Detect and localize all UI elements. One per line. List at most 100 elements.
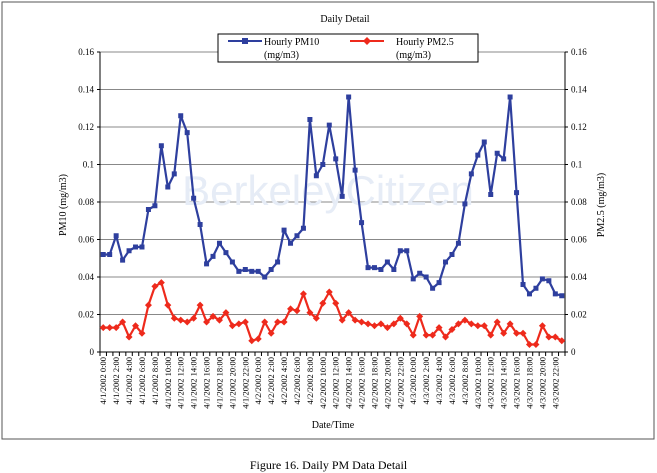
pm10-point bbox=[359, 220, 365, 226]
pm10-point bbox=[397, 248, 403, 254]
pm10-point bbox=[313, 173, 319, 179]
y-tick-label-right: 0.02 bbox=[571, 310, 587, 320]
pm10-point bbox=[145, 207, 151, 212]
x-tick-label: 4/3/2002 22:00 bbox=[550, 357, 560, 409]
pm25-point bbox=[377, 320, 385, 328]
pm25-point bbox=[396, 314, 404, 322]
pm10-point bbox=[552, 291, 558, 297]
pm10-point bbox=[501, 156, 507, 162]
y-tick-label-right: 0.12 bbox=[571, 122, 587, 132]
pm25-point bbox=[448, 326, 456, 333]
pm10-point bbox=[191, 195, 197, 201]
x-tick-label: 4/1/2002 18:00 bbox=[214, 357, 224, 409]
y-tick-label-left: 0.02 bbox=[78, 310, 94, 320]
legend: Hourly PM10 (mg/m3) Hourly PM2.5 (mg/m3) bbox=[217, 33, 479, 63]
pm10-point bbox=[255, 268, 261, 274]
y-tick-label-left: 0.06 bbox=[78, 235, 94, 245]
pm25-point bbox=[119, 318, 127, 326]
pm25-point bbox=[345, 309, 353, 317]
pm25-point bbox=[506, 320, 514, 328]
pm10-point bbox=[171, 171, 177, 177]
pm10-point bbox=[210, 253, 216, 259]
pm25-point bbox=[241, 318, 249, 326]
pm10-point bbox=[404, 248, 410, 254]
pm10-point bbox=[346, 94, 352, 100]
x-axis-label: Date/Time bbox=[312, 420, 355, 431]
x-tick-label: 4/2/2002 22:00 bbox=[395, 357, 405, 409]
pm25-point bbox=[519, 329, 527, 337]
pm10-point bbox=[326, 122, 332, 128]
legend-pm25-label: Hourly PM2.5 bbox=[396, 37, 454, 48]
pm25-point bbox=[532, 341, 540, 348]
pm25-point bbox=[144, 301, 152, 309]
pm10-point bbox=[378, 267, 384, 272]
x-tick-label: 4/1/2002 6:00 bbox=[137, 357, 147, 404]
pm25-point bbox=[338, 316, 346, 324]
pm10-point bbox=[384, 259, 390, 265]
y-tick-label-right: 0.14 bbox=[571, 85, 587, 95]
pm10-point bbox=[475, 152, 481, 158]
pm10-point bbox=[533, 285, 539, 291]
pm25-point bbox=[474, 322, 482, 330]
pm10-point bbox=[236, 268, 242, 274]
pm25-point bbox=[112, 324, 120, 332]
pm10-point bbox=[178, 113, 184, 119]
x-tick-label: 4/2/2002 16:00 bbox=[357, 357, 367, 409]
watermark: BerkeleyCitizen bbox=[182, 167, 474, 214]
pm25-point bbox=[422, 331, 430, 339]
pm25-point bbox=[254, 335, 262, 343]
pm10-point bbox=[281, 227, 287, 233]
x-tick-label: 4/3/2002 12:00 bbox=[486, 357, 496, 409]
pm10-point bbox=[468, 171, 474, 177]
pm25-point bbox=[493, 318, 501, 326]
x-tick-label: 4/2/2002 8:00 bbox=[305, 357, 315, 404]
y-tick-label-right: 0 bbox=[571, 347, 576, 357]
pm10-point bbox=[365, 265, 371, 271]
pm10-point bbox=[294, 233, 300, 239]
pm10-point bbox=[488, 192, 494, 197]
pm25-point bbox=[364, 320, 372, 328]
pm10-point bbox=[462, 201, 468, 207]
pm25-point bbox=[222, 309, 230, 317]
pm25-point bbox=[164, 301, 172, 309]
pm25-point bbox=[332, 299, 340, 307]
pm25-point bbox=[325, 288, 333, 296]
series-line-pm10 bbox=[103, 95, 563, 297]
y-tick-label-right: 0.06 bbox=[571, 235, 587, 245]
pm10-point bbox=[320, 162, 326, 167]
pm25-point bbox=[248, 337, 256, 345]
pm10-point bbox=[165, 184, 171, 190]
pm25-point bbox=[99, 324, 107, 332]
x-tick-label: 4/1/2002 8:00 bbox=[150, 357, 160, 404]
pm10-point bbox=[455, 240, 461, 246]
legend-pm10-unit: (mg/m3) bbox=[264, 50, 299, 61]
chart-frame bbox=[1, 1, 655, 440]
x-tick-label: 4/1/2002 0:00 bbox=[98, 357, 108, 404]
y-tick-label-left: 0.14 bbox=[78, 85, 94, 95]
pm25-point bbox=[525, 341, 533, 348]
x-tick-label: 4/2/2002 14:00 bbox=[344, 357, 354, 409]
pm10-point bbox=[288, 240, 294, 246]
x-tick-label: 4/1/2002 2:00 bbox=[111, 357, 121, 404]
y-tick-label-left: 0.04 bbox=[78, 272, 94, 282]
pm10-point bbox=[481, 139, 487, 145]
y-tick-label-right: 0.08 bbox=[571, 197, 587, 207]
pm25-point bbox=[312, 314, 320, 322]
x-tick-label: 4/1/2002 12:00 bbox=[176, 357, 186, 409]
pm10-point bbox=[184, 130, 190, 136]
y-tick-label-left: 0.1 bbox=[83, 160, 94, 170]
x-tick-label: 4/3/2002 14:00 bbox=[499, 357, 509, 409]
pm25-point bbox=[390, 320, 398, 328]
pm25-point bbox=[461, 316, 469, 324]
y-axis-label-left: PM10 (mg/m3) bbox=[58, 174, 69, 236]
x-tick-label: 4/3/2002 6:00 bbox=[447, 357, 457, 404]
pm10-point bbox=[275, 259, 281, 265]
pm10-point bbox=[113, 233, 119, 239]
legend-pm10-marker bbox=[242, 38, 248, 44]
pm25-point bbox=[274, 318, 282, 326]
x-tick-label: 4/2/2002 18:00 bbox=[369, 357, 379, 409]
pm10-point bbox=[443, 259, 449, 265]
pm25-point bbox=[545, 333, 553, 341]
pm25-point bbox=[261, 318, 269, 326]
pm10-point bbox=[436, 280, 442, 286]
